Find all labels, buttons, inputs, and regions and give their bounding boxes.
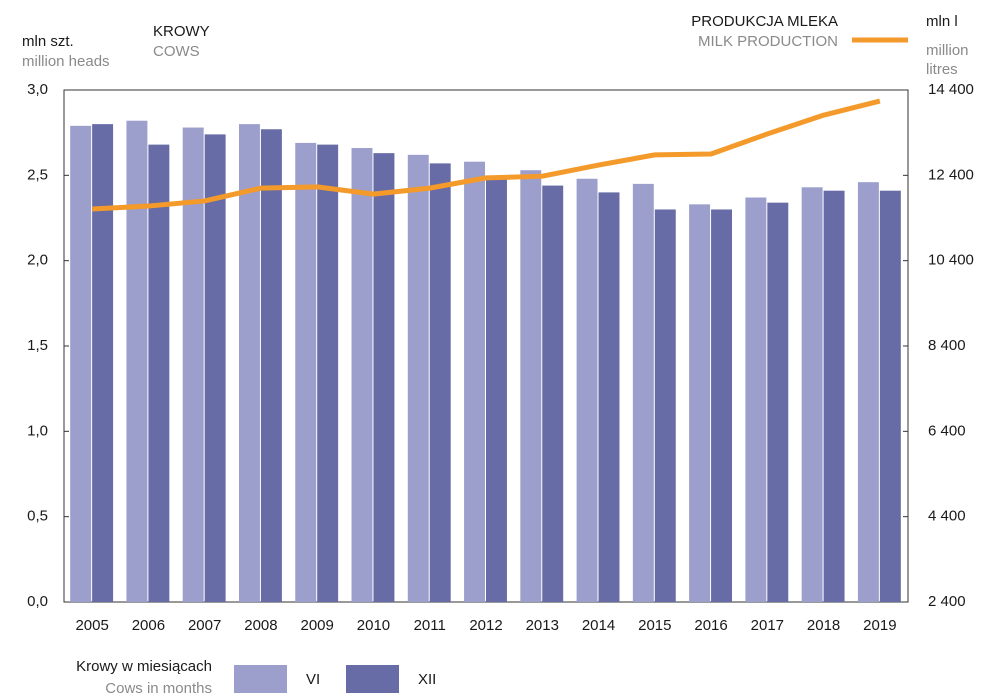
x-tick-label: 2006 (132, 617, 165, 634)
x-tick-label: 2008 (244, 617, 277, 634)
y2-tick-label: 4 400 (928, 508, 966, 525)
bar (542, 185, 564, 602)
y-tick-label: 0,5 (27, 508, 48, 525)
y2-tick-label: 14 400 (928, 81, 974, 98)
bar (711, 209, 733, 602)
right-title: PRODUKCJA MLEKA (691, 13, 838, 30)
bar (429, 163, 451, 603)
bar (204, 134, 226, 602)
x-tick-label: 2014 (582, 617, 615, 634)
bar (317, 144, 339, 602)
right-unit: mln l (926, 13, 958, 30)
legend-swatch (234, 665, 287, 693)
left-title: KROWY (153, 23, 210, 40)
bar (351, 148, 373, 602)
y-tick-label: 3,0 (27, 81, 48, 98)
legend-title: Krowy w miesiącach (76, 658, 212, 675)
bar (373, 153, 395, 602)
bar (879, 190, 901, 602)
y2-tick-label: 12 400 (928, 166, 974, 183)
x-tick-label: 2015 (638, 617, 671, 634)
y2-tick-label: 10 400 (928, 252, 974, 269)
x-tick-label: 2005 (75, 617, 108, 634)
left-unit: mln szt. (22, 33, 74, 50)
y2-tick-label: 2 400 (928, 593, 966, 610)
bar (92, 124, 114, 602)
bar (70, 125, 92, 602)
y2-tick-label: 8 400 (928, 337, 966, 354)
left-title-en: COWS (153, 43, 200, 60)
bar (745, 197, 767, 602)
bar (148, 144, 170, 602)
bar (857, 182, 879, 602)
y2-tick-label: 6 400 (928, 422, 966, 439)
x-tick-label: 2009 (301, 617, 334, 634)
bar (689, 204, 711, 602)
right-title-en: MILK PRODUCTION (698, 33, 838, 50)
legend-title-en: Cows in months (105, 680, 212, 697)
bar (486, 177, 507, 603)
milk-line (92, 98, 881, 212)
legend-label: VI (306, 671, 320, 688)
right-unit-en: million (926, 42, 969, 59)
y-tick-label: 2,0 (27, 252, 48, 269)
bar (238, 124, 260, 602)
bar (520, 170, 542, 603)
bar (632, 183, 654, 602)
y-tick-label: 2,5 (27, 166, 48, 183)
bar (407, 154, 429, 602)
x-tick-label: 2007 (188, 617, 221, 634)
x-tick-label: 2017 (751, 617, 784, 634)
left-unit-en: million heads (22, 53, 110, 70)
bar (182, 127, 204, 603)
y-tick-label: 1,0 (27, 422, 48, 439)
bar (295, 142, 317, 602)
x-tick-label: 2019 (863, 617, 896, 634)
right-unit-en: litres (926, 61, 958, 78)
x-tick-label: 2016 (694, 617, 727, 634)
x-tick-label: 2010 (357, 617, 390, 634)
bar (801, 187, 823, 602)
y-tick-label: 0,0 (27, 593, 48, 610)
x-tick-label: 2018 (807, 617, 840, 634)
y-tick-label: 1,5 (27, 337, 48, 354)
x-tick-label: 2013 (526, 617, 559, 634)
bar (126, 120, 148, 602)
bar (464, 161, 485, 602)
bar (576, 178, 598, 602)
bar (260, 129, 282, 602)
legend-label: XII (418, 671, 436, 688)
x-tick-label: 2011 (414, 617, 446, 634)
legend-swatch (346, 665, 399, 693)
bar (654, 209, 676, 602)
x-tick-label: 2012 (469, 617, 502, 634)
bar (598, 192, 620, 602)
bar (823, 190, 845, 602)
bar (767, 202, 789, 602)
